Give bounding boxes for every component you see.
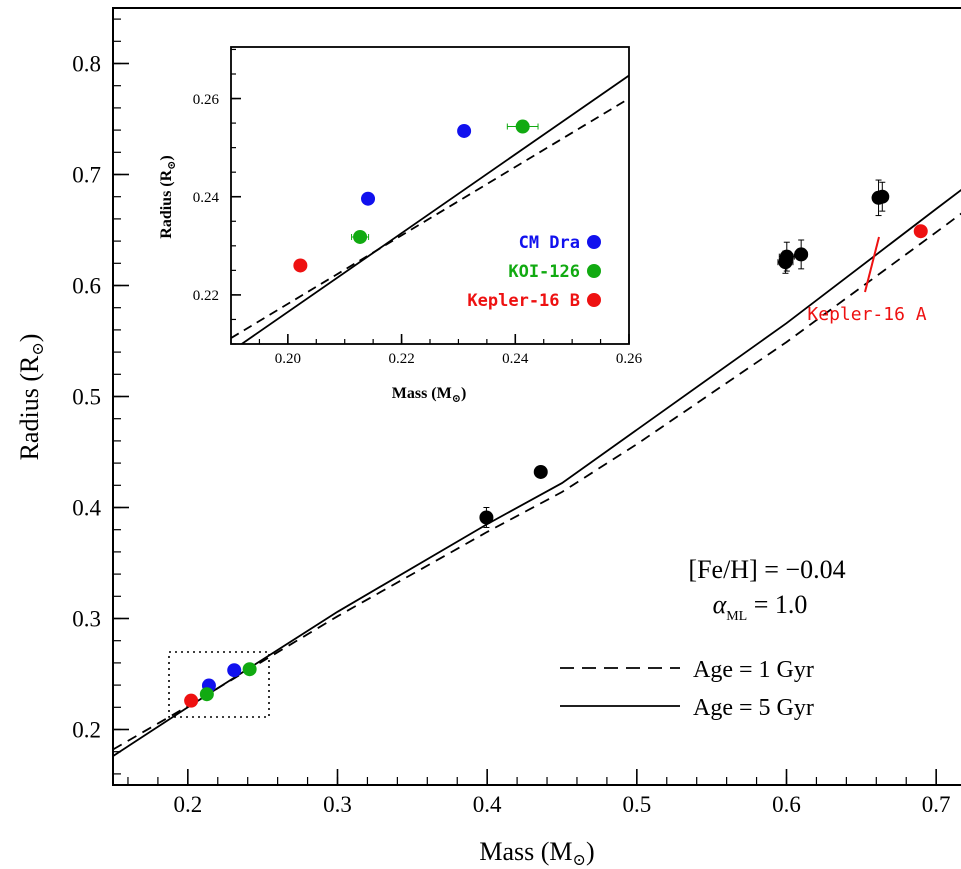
main-data-point-5: [479, 510, 494, 525]
legend-marker-kepler-16b: [587, 293, 601, 307]
legend-label-kepler-16b: Kepler-16 B: [467, 291, 580, 311]
main-data-point-2: [227, 663, 242, 678]
zoom-region-box: [168, 651, 270, 718]
main-x-tick-label: 0.4: [473, 792, 502, 817]
main-data-point-8: [779, 249, 794, 264]
main-x-tick-label: 0.5: [622, 792, 651, 817]
inset-x-axis-label: Mass (M⊙): [392, 385, 467, 405]
main-data-point-4: [242, 662, 257, 677]
inset-x-tick-label: 0.22: [388, 351, 414, 367]
legend-marker-cm-dra: [587, 235, 601, 249]
main-data-point-11: [875, 189, 890, 204]
main-legend: Age = 1 Gyr Age = 5 Gyr: [560, 657, 814, 721]
main-y-tick-label: 0.5: [72, 385, 101, 410]
main-x-tick-label: 0.7: [922, 792, 951, 817]
legend-label-cm-dra: CM Dra: [519, 233, 580, 253]
inset-data-point-3: [353, 229, 368, 244]
inset-data-point-0: [293, 258, 308, 273]
inset-plot-frame: [230, 46, 630, 345]
inset-axis-ticks: 0.20 0.22 0.24 0.26 0.22 0.24 0.26: [193, 48, 643, 367]
inset-model-line-dashed: [231, 97, 629, 339]
y-axis-label: Radius (R⊙): [15, 334, 47, 461]
inset-x-tick-label: 0.24: [502, 351, 529, 367]
inset-y-tick-label: 0.26: [193, 92, 220, 108]
main-y-tick-label: 0.7: [72, 163, 101, 188]
main-data-point-9: [794, 247, 809, 262]
main-x-tick-label: 0.6: [772, 792, 801, 817]
main-y-tick-label: 0.4: [72, 496, 101, 521]
main-x-tick-label: 0.3: [323, 792, 352, 817]
main-data-point-3: [199, 687, 214, 702]
main-y-tick-label: 0.2: [72, 718, 101, 743]
inset-model-lines: [231, 74, 629, 344]
legend-label-1gyr: Age = 1 Gyr: [693, 657, 814, 683]
metallicity-annotation: [Fe/H] = −0.04: [688, 555, 845, 584]
inset-data-point-1: [361, 191, 376, 206]
inset-y-axis-label: Radius (R⊙): [158, 155, 178, 238]
legend-label-koi-126: KOI-126: [508, 262, 580, 282]
kepler16a-callout-line: [864, 236, 880, 293]
x-axis-label: Mass (M⊙): [479, 837, 594, 869]
legend-marker-koi-126: [587, 264, 601, 278]
inset-data-point-2: [457, 123, 472, 138]
inset-y-tick-label: 0.22: [193, 288, 219, 304]
legend-label-5gyr: Age = 5 Gyr: [693, 695, 814, 721]
inset-y-tick-label: 0.24: [193, 190, 220, 206]
kepler16a-callout-label: Kepler-16 A: [807, 304, 926, 325]
mixing-length-annotation: αML = 1.0: [713, 590, 808, 624]
main-y-tick-label: 0.3: [72, 607, 101, 632]
main-x-tick-label: 0.2: [173, 792, 202, 817]
main-y-tick-label: 0.6: [72, 274, 101, 299]
main-data-points: [184, 179, 928, 708]
inset-x-tick-label: 0.20: [275, 351, 301, 367]
main-data-point-6: [533, 464, 548, 479]
inset-x-tick-label: 0.26: [616, 351, 643, 367]
main-y-tick-label: 0.8: [72, 52, 101, 77]
inset-model-line-solid: [240, 74, 629, 344]
inset-data-point-4: [515, 119, 530, 134]
main-data-point-12: [913, 224, 928, 239]
inset-data-points: [293, 119, 539, 273]
main-axis-ticks: 0.2 0.3 0.4 0.5 0.6 0.7 0.2 0.3 0.4 0.5 0.6 0.7 0.8: [72, 18, 951, 817]
main-data-point-0: [184, 693, 199, 708]
inset-legend: CM Dra KOI-126 Kepler-16 B: [467, 233, 601, 311]
